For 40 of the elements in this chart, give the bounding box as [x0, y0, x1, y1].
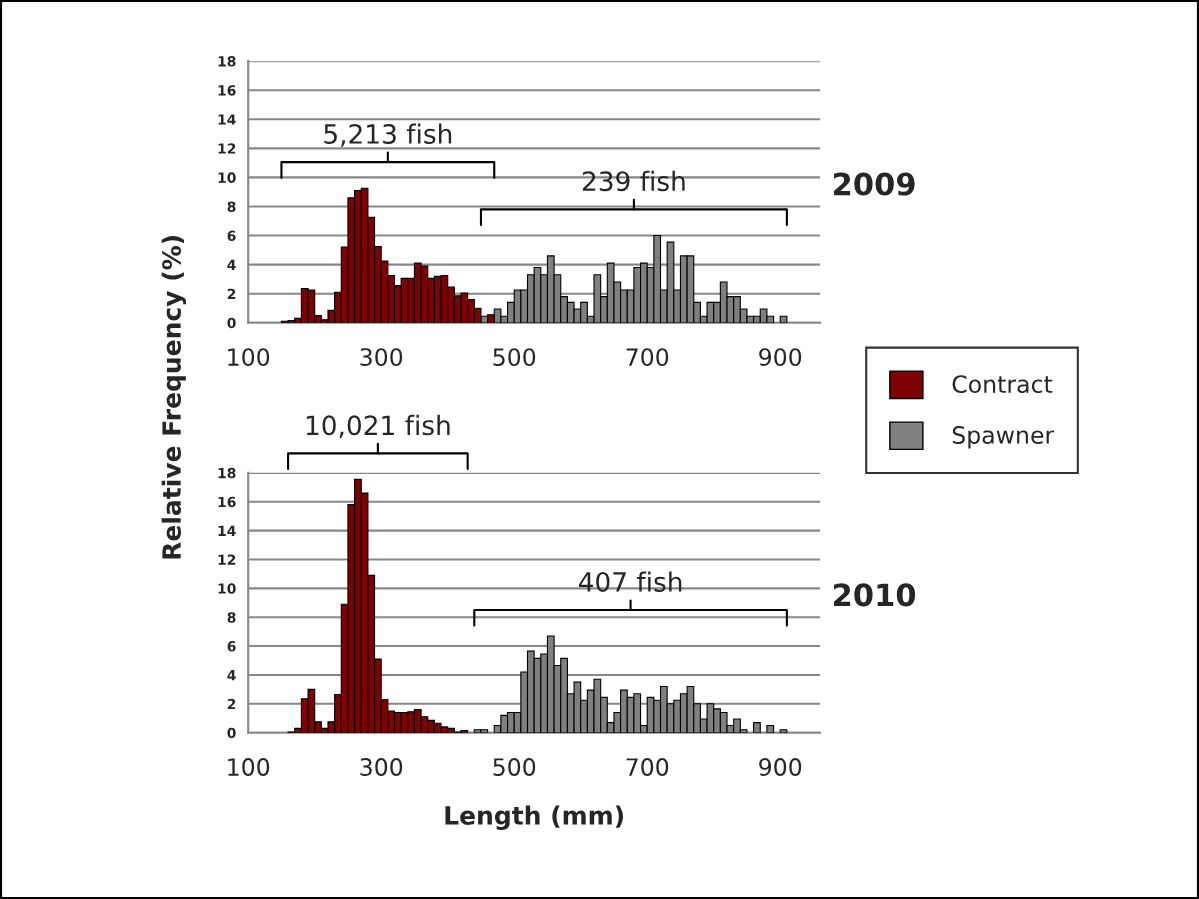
y-tick-label: 2 [227, 698, 236, 710]
y-tick-label: 2 [227, 288, 236, 299]
y-tick-label: 18 [218, 467, 236, 479]
y-tick-label: 6 [227, 641, 236, 652]
annotation: 5,213 fish [324, 123, 452, 147]
x-tick-label: 700 [626, 348, 669, 367]
y-tick-label: 14 [218, 525, 236, 536]
y-tick-label: 14 [218, 114, 236, 125]
y-tick-label: 12 [218, 554, 236, 565]
y-tick-label: 0 [227, 727, 236, 739]
y-tick-label: 16 [218, 496, 236, 508]
y-tick-label: 4 [227, 259, 236, 270]
text: 2009 [833, 172, 915, 196]
y-tick-label: 8 [227, 201, 236, 212]
y-tick-label: 12 [218, 143, 236, 154]
annotation: 407 fish [578, 571, 682, 592]
legend-label: Contract [952, 375, 1053, 394]
x-tick-label: 500 [493, 758, 536, 776]
x-axis-title: Length (mm) [445, 805, 623, 830]
text: 10,021 fish [306, 414, 450, 438]
text: 2010 [833, 583, 916, 607]
x-tick-label: 900 [759, 348, 802, 367]
x-tick-label: 100 [228, 758, 270, 776]
y-axis-title: Relative Frequency (%) [161, 235, 187, 559]
legend-label: Spawner [952, 426, 1055, 449]
y-tick-label: 18 [218, 56, 236, 67]
y-tick-label: 0 [227, 317, 236, 329]
annotation: 239 fish [582, 170, 685, 192]
x-tick-label: 700 [626, 758, 669, 776]
y-tick-label: 10 [218, 172, 236, 183]
y-tick-label: 8 [227, 612, 236, 623]
x-tick-label: 300 [360, 348, 403, 367]
y-tick-label: 6 [227, 230, 236, 242]
x-tick-label: 100 [228, 348, 270, 367]
y-tick-label: 4 [227, 670, 236, 681]
x-tick-label: 500 [493, 348, 536, 367]
y-tick-label: 16 [218, 85, 236, 96]
x-tick-label: 900 [759, 758, 802, 776]
y-tick-label: 10 [218, 583, 236, 594]
x-tick-label: 300 [360, 758, 403, 776]
